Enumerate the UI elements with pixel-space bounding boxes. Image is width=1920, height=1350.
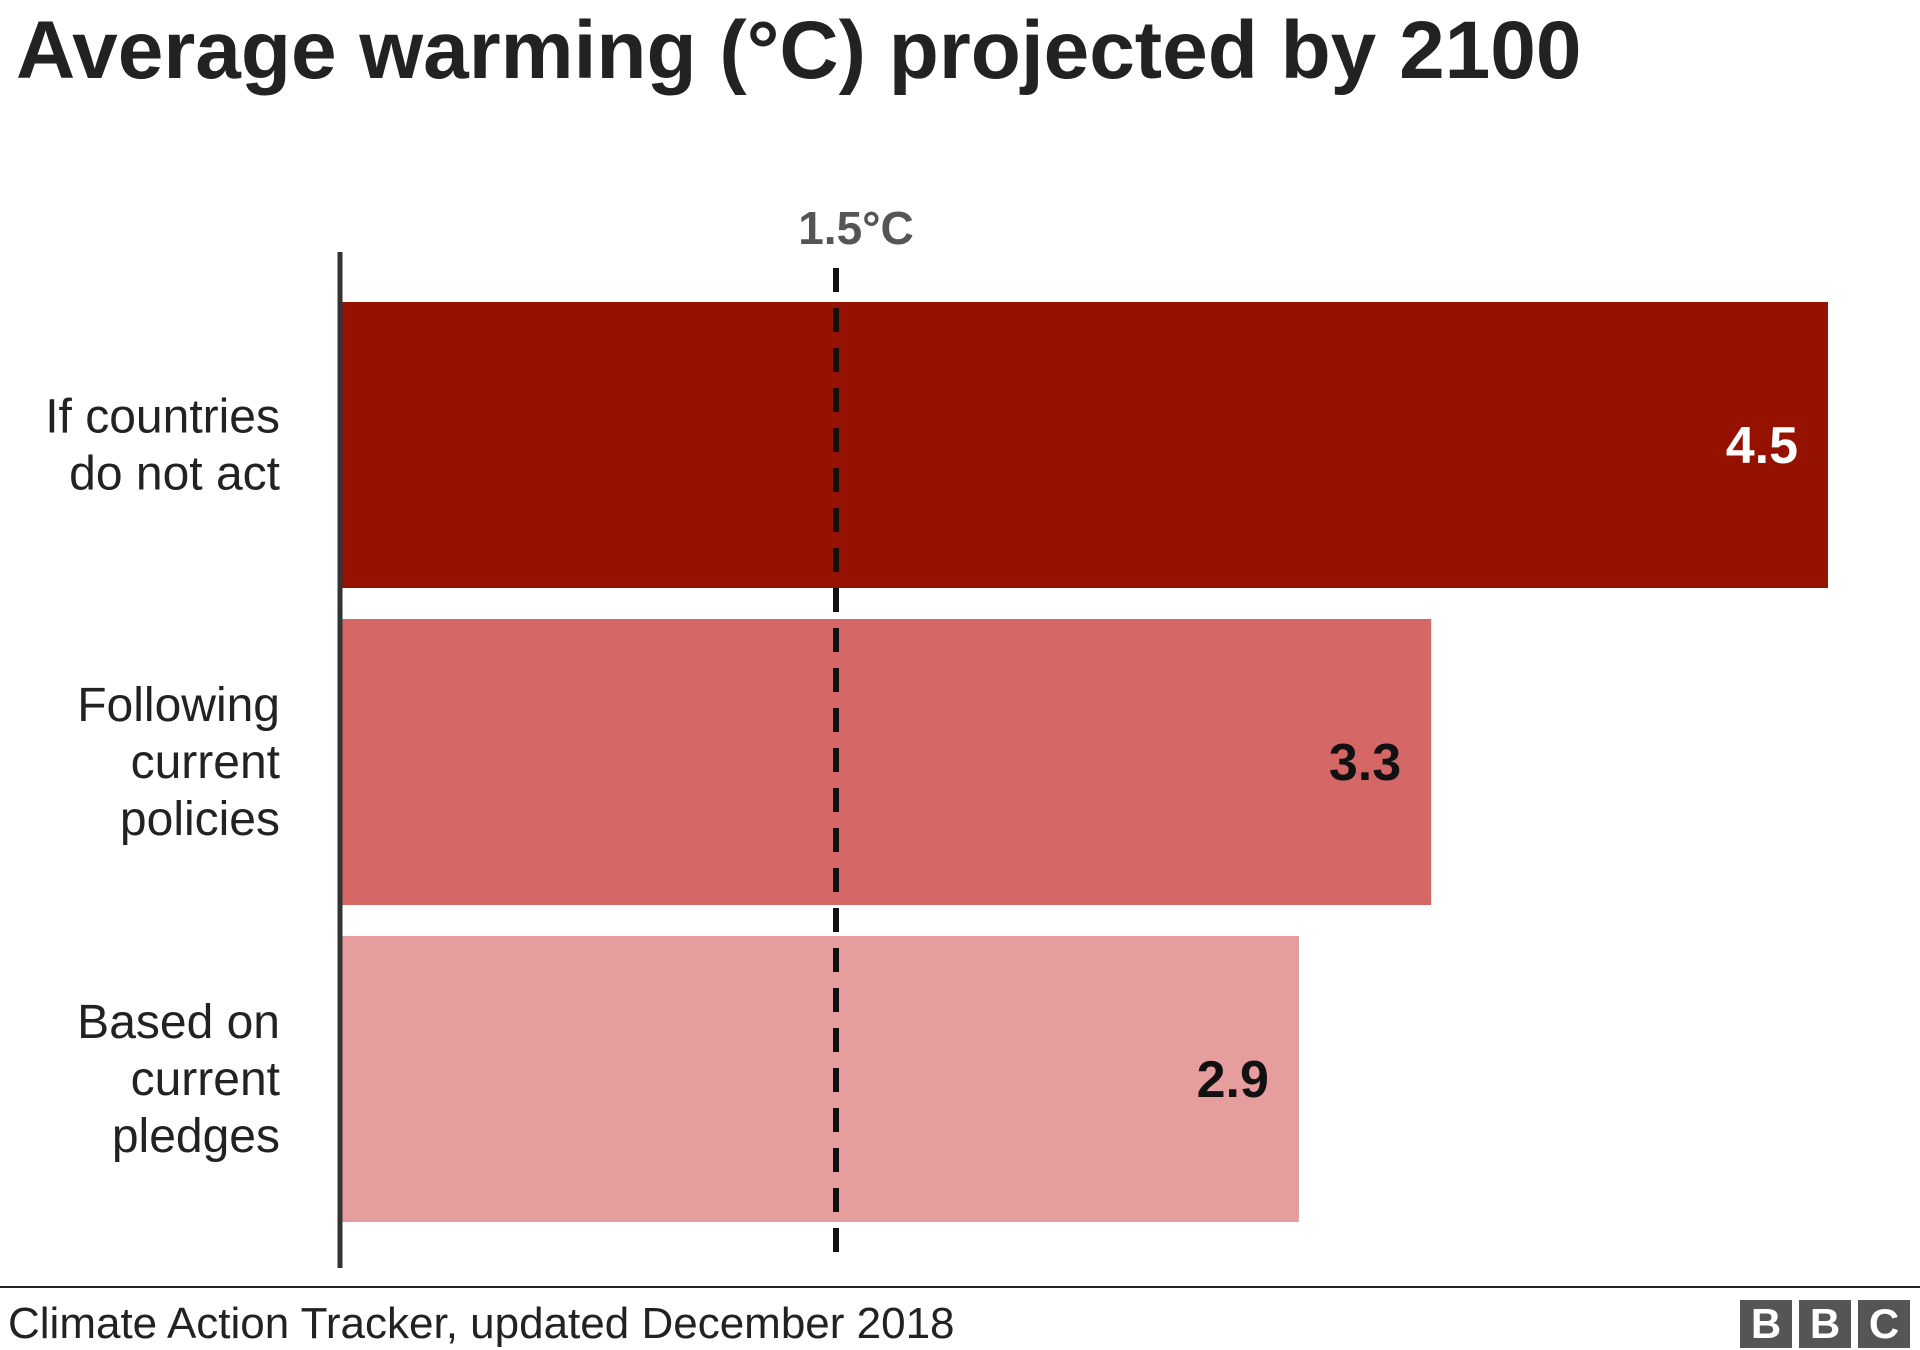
category-label-line: If countries	[45, 391, 280, 444]
source-note: Climate Action Tracker, updated December…	[8, 1299, 955, 1348]
value-label-1: 4.5	[1726, 417, 1798, 475]
category-label-line: pledges	[112, 1110, 280, 1163]
category-label-line: policies	[120, 793, 280, 846]
chart-title: Average warming (°C) projected by 2100	[16, 5, 1582, 96]
category-label-2: Following current policies	[77, 679, 280, 846]
category-label-line: Based on	[77, 996, 280, 1049]
category-label-line: current	[131, 1053, 280, 1106]
value-label-2: 3.3	[1329, 734, 1401, 792]
category-label-line: current	[131, 736, 280, 789]
category-label-line: do not act	[69, 448, 280, 501]
category-label-line: Following	[77, 679, 280, 732]
logo-letter-c: C	[1858, 1300, 1910, 1348]
bar-1	[342, 302, 1828, 588]
category-label-1: If countries do not act	[45, 391, 280, 501]
bar-3	[342, 936, 1299, 1222]
logo-letter-b1: B	[1740, 1300, 1792, 1348]
footer-divider	[0, 1286, 1920, 1288]
value-label-3: 2.9	[1197, 1051, 1269, 1109]
bar-2	[342, 619, 1432, 905]
bbc-logo: B B C	[1740, 1300, 1910, 1348]
reference-line-label: 1.5°C	[798, 202, 914, 254]
category-label-3: Based on current pledges	[77, 996, 280, 1163]
logo-letter-b2: B	[1799, 1300, 1851, 1348]
